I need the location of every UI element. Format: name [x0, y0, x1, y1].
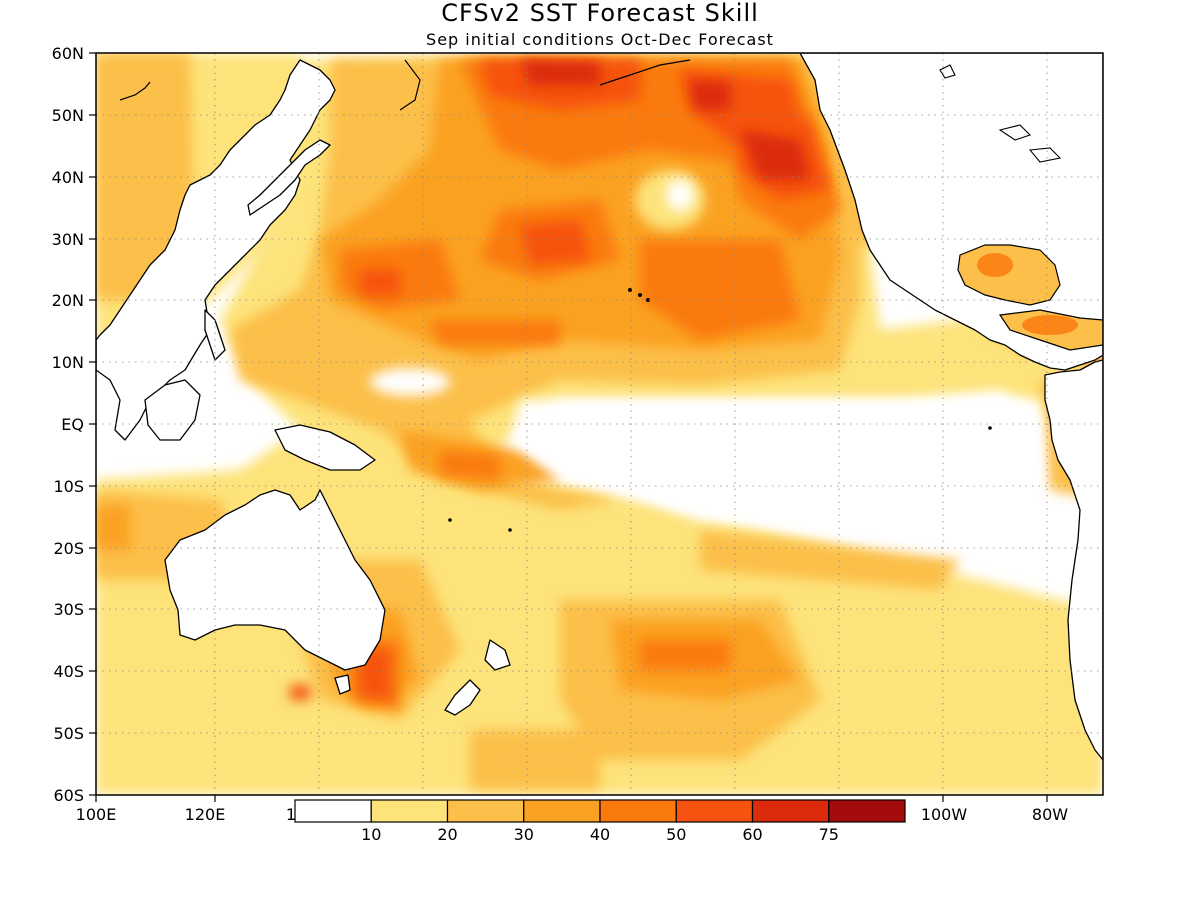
- south-america-coast: [1044, 359, 1103, 761]
- pacific-islands: [448, 288, 992, 532]
- colorbar-label: 30: [514, 825, 534, 844]
- lat-label: 50N: [52, 106, 84, 125]
- new-zealand-south-coast: [444, 679, 481, 716]
- colorbar-swatch: [523, 799, 601, 823]
- colorbar: 10 20 30 40 50 60 75: [294, 799, 906, 844]
- borneo-coast: [144, 379, 201, 441]
- lon-labels: 100E 120E 1 100W 80W: [76, 805, 1069, 824]
- map-subtitle: Sep initial conditions Oct-Dec Forecast: [426, 30, 774, 49]
- lat-ticks: [89, 52, 96, 796]
- colorbar-label: 60: [742, 825, 762, 844]
- lat-label: 10N: [52, 353, 84, 372]
- colorbar-swatch: [446, 799, 525, 823]
- asia-coast: [96, 59, 336, 441]
- lat-label: 50S: [53, 724, 84, 743]
- lat-label: 60N: [52, 44, 84, 63]
- lon-label: 120E: [185, 805, 226, 824]
- new-guinea-coast: [274, 424, 376, 471]
- australia-coast: [164, 489, 386, 671]
- colorbar-label: 75: [819, 825, 839, 844]
- colorbar-swatch: [294, 799, 372, 823]
- colorbar-label: 50: [666, 825, 686, 844]
- map-title: CFSv2 SST Forecast Skill: [441, 0, 759, 27]
- colorbar-swatch: [751, 799, 830, 823]
- lat-label: 30S: [53, 600, 84, 619]
- lat-label: 60S: [53, 786, 84, 805]
- lon-ticks: [95, 795, 1048, 802]
- lon-label: 80W: [1032, 805, 1068, 824]
- gulf-water-detail: [977, 253, 1078, 335]
- new-zealand-coast: [484, 639, 511, 671]
- skill-level-60: [520, 60, 810, 180]
- colorbar-swatch: [675, 799, 754, 823]
- lon-label: 1: [286, 805, 296, 824]
- colorbar-swatch: [599, 799, 677, 823]
- lat-label: EQ: [61, 415, 84, 434]
- lat-label: 40N: [52, 168, 84, 187]
- japan-coast: [247, 139, 331, 216]
- lon-label: 100E: [76, 805, 117, 824]
- lat-labels: 60N 50N 40N 30N 20N 10N EQ 10S 20S 30S 4…: [52, 44, 84, 805]
- colorbar-label: 20: [437, 825, 457, 844]
- colorbar-swatch: [370, 799, 449, 823]
- lat-label: 30N: [52, 230, 84, 249]
- alaska-coast-detail: [119, 59, 691, 111]
- graticule: [96, 53, 1103, 795]
- lat-label: 10S: [53, 477, 84, 496]
- colorbar-swatch: [828, 799, 906, 823]
- colorbar-label: 10: [361, 825, 381, 844]
- lat-label: 20N: [52, 291, 84, 310]
- lat-label: 20S: [53, 539, 84, 558]
- low-skill-white: [370, 179, 1040, 540]
- skill-field: [96, 53, 1103, 795]
- lat-label: 40S: [53, 662, 84, 681]
- great-lakes: [939, 64, 1062, 163]
- colorbar-label: 40: [590, 825, 610, 844]
- lon-label: 100W: [921, 805, 968, 824]
- philippines-coast: [204, 309, 226, 361]
- tasmania-coast: [334, 674, 351, 695]
